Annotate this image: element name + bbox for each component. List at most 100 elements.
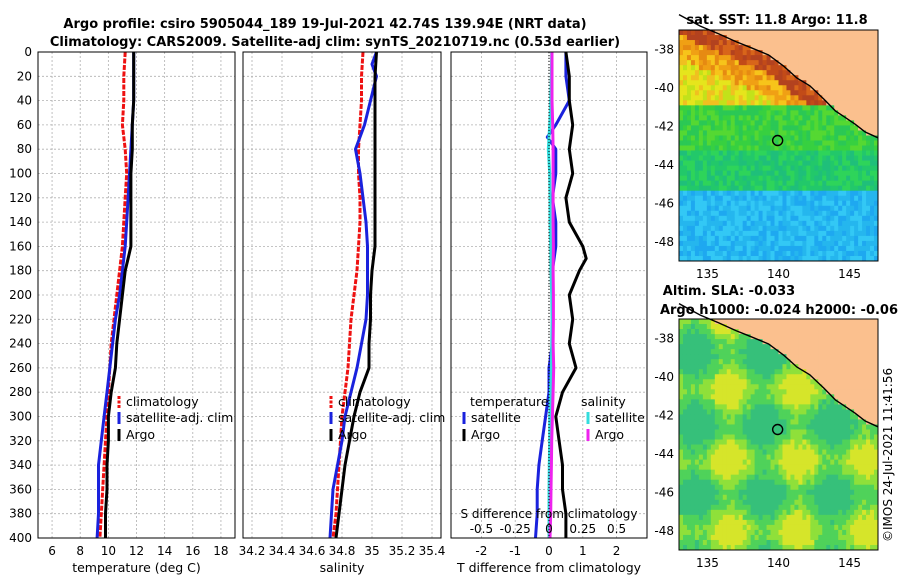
map-cell [679, 519, 684, 526]
map-cell [686, 424, 692, 430]
map-cell [702, 329, 708, 335]
map-cell [762, 514, 767, 521]
map-cell [718, 449, 724, 455]
map-cell [679, 394, 684, 400]
sst-map: 135 140 145-38-40-42-44-46-48 [654, 13, 879, 281]
map-cell [866, 185, 871, 192]
map-cell [694, 324, 700, 330]
map-cell [679, 379, 684, 385]
map-cell [858, 524, 863, 531]
map-cell [730, 235, 736, 242]
map-cell [710, 319, 716, 325]
map-cell [866, 170, 871, 177]
map-cell [738, 30, 744, 36]
map-cell [730, 150, 736, 156]
map-cell [790, 319, 795, 325]
map-cell [722, 75, 728, 81]
map-cell [706, 484, 712, 491]
map-cell [742, 55, 748, 61]
map-cell [830, 245, 835, 252]
map-cell [794, 539, 799, 546]
map-cell [810, 40, 815, 46]
map-cell [726, 399, 732, 405]
map-cell [778, 85, 783, 91]
map-cell [718, 70, 724, 76]
map-cell [774, 155, 779, 161]
map-cell [690, 519, 696, 526]
map-cell [802, 60, 807, 66]
map-cell [698, 384, 704, 390]
map-cell [690, 484, 696, 491]
map-cell [710, 220, 716, 227]
map-cell [822, 434, 827, 440]
map-cell [698, 369, 704, 375]
map-cell [786, 444, 791, 450]
map-cell [830, 544, 835, 551]
map-cell [734, 135, 740, 141]
map-cell [874, 494, 879, 501]
map-cell [734, 409, 740, 415]
map-cell [874, 354, 879, 360]
map-cell [802, 504, 807, 511]
map-cell [774, 344, 779, 350]
map-cell [794, 384, 799, 390]
map-cell [846, 135, 851, 141]
map-cell [686, 210, 692, 217]
map-cell [679, 524, 684, 531]
x-tick-label: 35.2 [389, 544, 416, 558]
map-cell [874, 324, 879, 330]
map-cell [814, 474, 819, 481]
map-cell [810, 524, 815, 531]
map-cell [778, 459, 783, 466]
map-cell [710, 354, 716, 360]
map-cell [778, 125, 783, 131]
map-cell [758, 539, 763, 546]
y-tick-label: 40 [17, 94, 32, 108]
map-cell [830, 85, 835, 91]
map-cell [810, 50, 815, 56]
map-cell [766, 110, 771, 116]
map-cell [818, 185, 823, 192]
map-cell [738, 494, 744, 501]
map-cell [834, 170, 839, 177]
map-cell [806, 215, 811, 222]
map-cell [786, 389, 791, 395]
map-cell [762, 439, 767, 445]
map-cell [810, 225, 815, 232]
map-cell [794, 255, 799, 262]
map-cell [730, 245, 736, 252]
map-cell [706, 339, 712, 345]
map-cell [862, 65, 867, 71]
map-cell [774, 80, 779, 86]
map-cell [834, 65, 839, 71]
map-cell [750, 339, 756, 345]
map-cell [690, 125, 696, 131]
map-cell [694, 170, 700, 177]
map-cell [694, 389, 700, 395]
map-cell [850, 359, 855, 365]
map-cell [782, 90, 787, 96]
map-cell [874, 50, 879, 56]
map-cell [782, 235, 787, 242]
map-cell [694, 484, 700, 491]
map-cell [726, 339, 732, 345]
map-cell [822, 105, 827, 111]
map-cell [798, 115, 803, 121]
map-cell [778, 424, 783, 430]
map-cell [730, 95, 736, 101]
map-cell [850, 389, 855, 395]
y-tick-label: 380 [9, 507, 32, 521]
map-cell [866, 95, 871, 101]
map-cell [750, 524, 756, 531]
map-cell [754, 519, 759, 526]
map-cell [826, 364, 831, 370]
map-cell [734, 369, 740, 375]
map-cell [818, 250, 823, 257]
map-cell [778, 504, 783, 511]
map-cell [722, 205, 728, 212]
map-cell [810, 155, 815, 161]
map-cell [786, 75, 791, 81]
map-cell [742, 145, 748, 151]
map-cell [822, 394, 827, 400]
map-cell [802, 469, 807, 476]
